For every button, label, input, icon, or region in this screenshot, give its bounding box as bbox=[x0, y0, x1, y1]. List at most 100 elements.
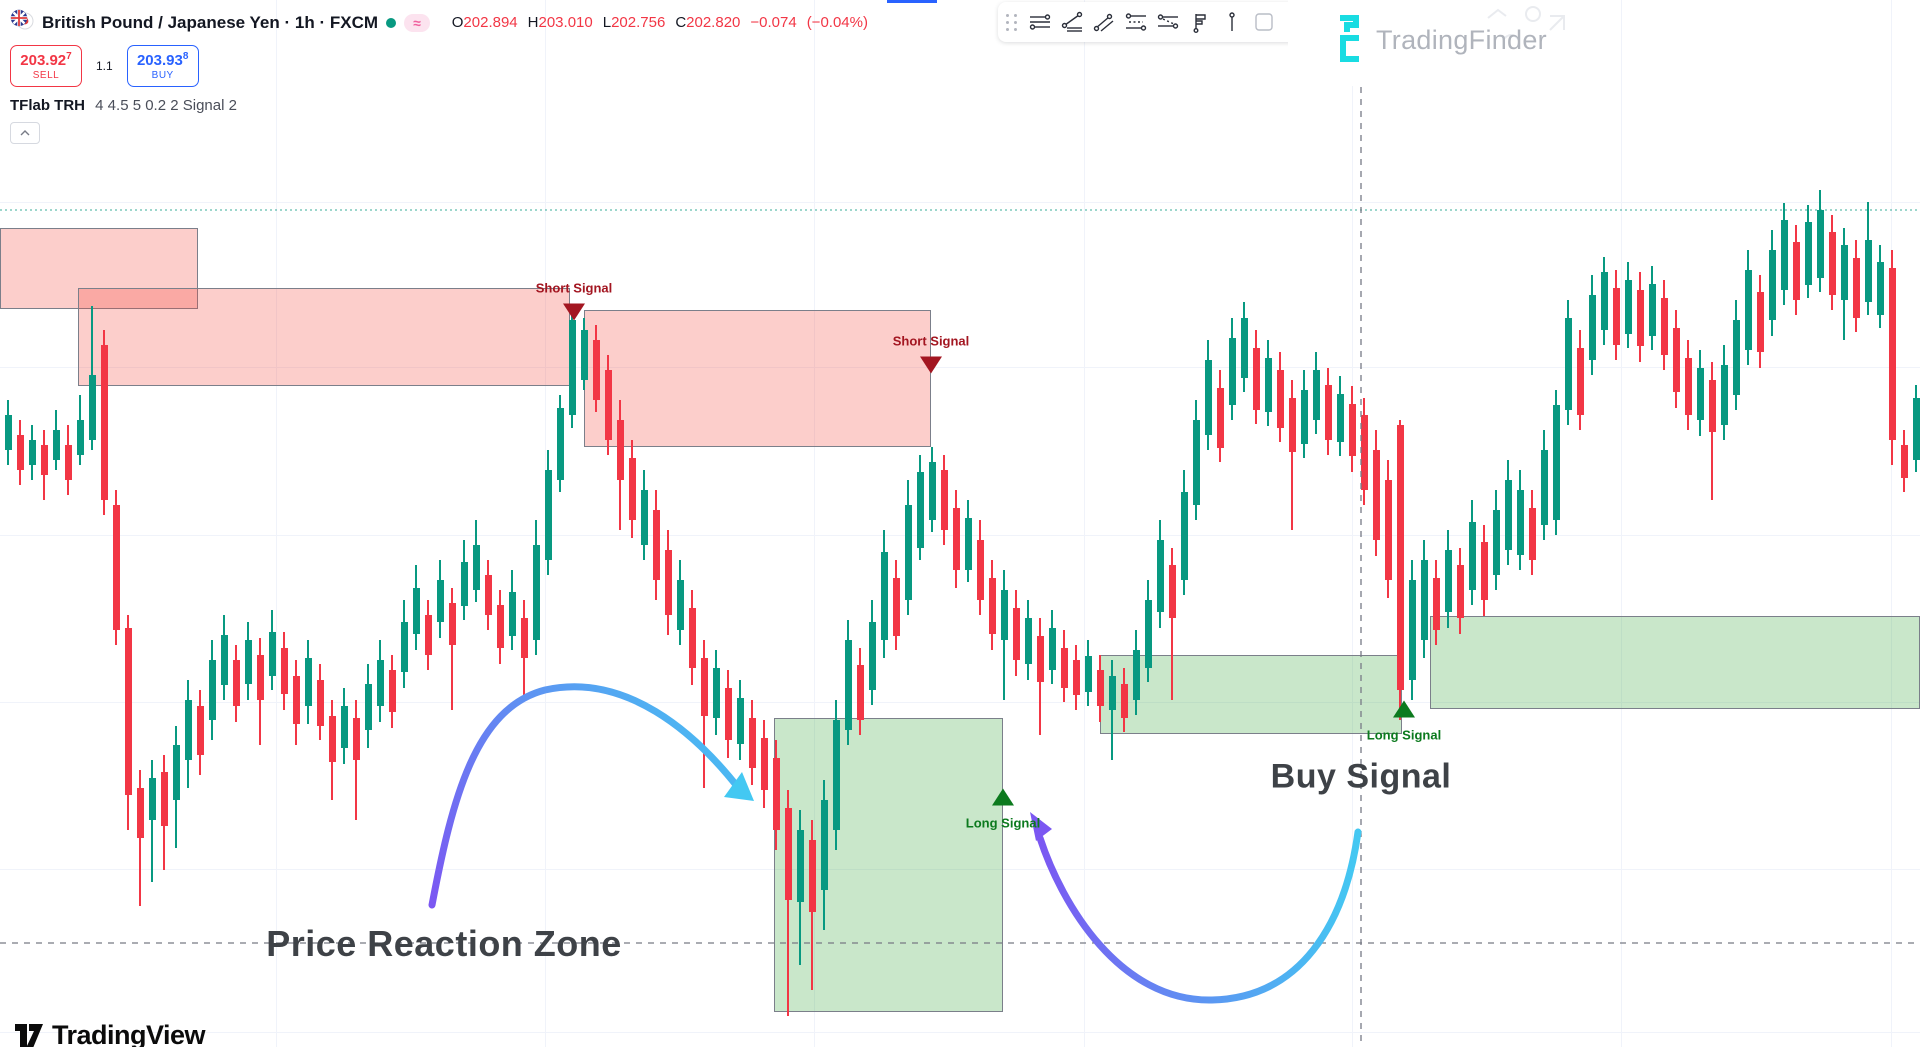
candle-body bbox=[1732, 320, 1740, 395]
candle-body bbox=[532, 545, 540, 640]
candle-body bbox=[1852, 258, 1860, 318]
candle-body bbox=[1768, 250, 1776, 320]
candle-body bbox=[4, 415, 12, 450]
sell-button[interactable]: 203.927 SELL bbox=[10, 45, 82, 87]
candle-body bbox=[916, 472, 924, 548]
candle-body bbox=[364, 684, 372, 730]
candle-body bbox=[1120, 684, 1128, 718]
candle-body bbox=[460, 562, 468, 606]
candle-body bbox=[772, 758, 780, 830]
indicator-legend[interactable]: TFlab TRH 4 4.5 5 0.2 2 Signal 2 bbox=[10, 97, 868, 114]
candle-body bbox=[1780, 220, 1788, 290]
candle-body bbox=[1552, 405, 1560, 520]
candle-body bbox=[1012, 608, 1020, 660]
candle-body bbox=[1432, 578, 1440, 630]
candle-body bbox=[868, 622, 876, 690]
buy-signal-annotation: Buy Signal bbox=[1270, 757, 1452, 796]
disjoint-channel-tool-icon[interactable] bbox=[1152, 6, 1184, 38]
candle-body bbox=[304, 658, 312, 706]
symbol-title[interactable]: British Pound / Japanese Yen · 1h · FXCM bbox=[42, 13, 378, 33]
short-signal-marker-icon bbox=[563, 303, 585, 321]
candle-body bbox=[1144, 600, 1152, 668]
candle-body bbox=[376, 660, 384, 706]
rectangle-tool-icon[interactable] bbox=[1248, 6, 1280, 38]
candle-body bbox=[1408, 580, 1416, 680]
candle-body bbox=[988, 578, 996, 634]
candle-wick bbox=[139, 770, 141, 906]
grid-line-horizontal bbox=[0, 367, 1920, 368]
demand-zone bbox=[1100, 655, 1402, 734]
timeframe: 1h bbox=[294, 12, 315, 32]
parallel-channel-tool-icon[interactable] bbox=[1088, 6, 1120, 38]
grid-line-horizontal bbox=[0, 535, 1920, 536]
candle-body bbox=[1468, 522, 1476, 590]
candle-body bbox=[280, 648, 288, 694]
candle-body bbox=[1720, 365, 1728, 425]
buy-button[interactable]: 203.938 BUY bbox=[126, 45, 199, 87]
short-signal-marker-icon bbox=[920, 356, 942, 374]
buy-signal-arrow bbox=[1036, 828, 1362, 1004]
candle-body bbox=[1324, 385, 1332, 440]
toolbar-drag-handle-icon[interactable] bbox=[1006, 13, 1018, 31]
candle-body bbox=[292, 676, 300, 724]
vertical-line-tool-icon[interactable] bbox=[1216, 6, 1248, 38]
candle-body bbox=[1840, 245, 1848, 300]
candle-body bbox=[748, 718, 756, 768]
candle-body bbox=[1900, 445, 1908, 478]
candle-body bbox=[688, 608, 696, 668]
candle-body bbox=[1528, 508, 1536, 560]
candle-body bbox=[712, 668, 720, 718]
candle-body bbox=[808, 840, 816, 912]
candle-body bbox=[820, 800, 828, 890]
collapse-legend-button[interactable] bbox=[10, 122, 40, 144]
candle-body bbox=[844, 640, 852, 730]
candle-body bbox=[1348, 404, 1356, 456]
candle-body bbox=[124, 628, 132, 795]
candle-body bbox=[568, 320, 576, 415]
data-mode-badge[interactable]: ≈ bbox=[404, 13, 430, 32]
candle-body bbox=[1264, 358, 1272, 412]
candle-body bbox=[1024, 618, 1032, 664]
candle-body bbox=[1180, 492, 1188, 580]
grid-line-vertical bbox=[1891, 0, 1892, 1047]
candle-body bbox=[1864, 240, 1872, 302]
candle-body bbox=[1396, 425, 1404, 690]
grid-line-vertical bbox=[1084, 0, 1085, 1047]
candle-wick bbox=[151, 760, 153, 882]
candle-body bbox=[640, 490, 648, 545]
candle-body bbox=[1372, 450, 1380, 540]
candle-body bbox=[1360, 415, 1368, 490]
buy-price: 203.93 bbox=[136, 52, 183, 70]
grid-line-horizontal bbox=[0, 202, 1920, 203]
price-label-tool-icon[interactable] bbox=[1184, 6, 1216, 38]
spread-value: 1.1 bbox=[96, 59, 113, 73]
candle-body bbox=[856, 665, 864, 720]
horizontal-line-tool-icon[interactable] bbox=[1024, 6, 1056, 38]
candle-body bbox=[1612, 288, 1620, 345]
candle-body bbox=[1168, 565, 1176, 618]
candle-body bbox=[388, 670, 396, 712]
demand-zone bbox=[1430, 616, 1920, 709]
candle-body bbox=[1456, 565, 1464, 618]
candle-body bbox=[1204, 360, 1212, 435]
candle-body bbox=[484, 575, 492, 615]
candle-body bbox=[760, 738, 768, 790]
candle-body bbox=[1036, 636, 1044, 682]
candle-body bbox=[1744, 270, 1752, 350]
grid-line-horizontal bbox=[0, 1032, 1920, 1033]
tradingview-logo[interactable]: TradingView bbox=[14, 1020, 206, 1047]
trend-info-tool-icon[interactable] bbox=[1056, 6, 1088, 38]
high-value: 203.010 bbox=[538, 14, 593, 31]
sell-label: SELL bbox=[32, 69, 60, 81]
supply-zone bbox=[0, 228, 198, 309]
candle-body bbox=[1048, 628, 1056, 670]
candle-body bbox=[1600, 272, 1608, 330]
candle-body bbox=[1480, 542, 1488, 600]
candle-body bbox=[928, 462, 936, 520]
candle-body bbox=[52, 430, 60, 460]
flat-channel-tool-icon[interactable] bbox=[1120, 6, 1152, 38]
candle-body bbox=[1492, 510, 1500, 575]
